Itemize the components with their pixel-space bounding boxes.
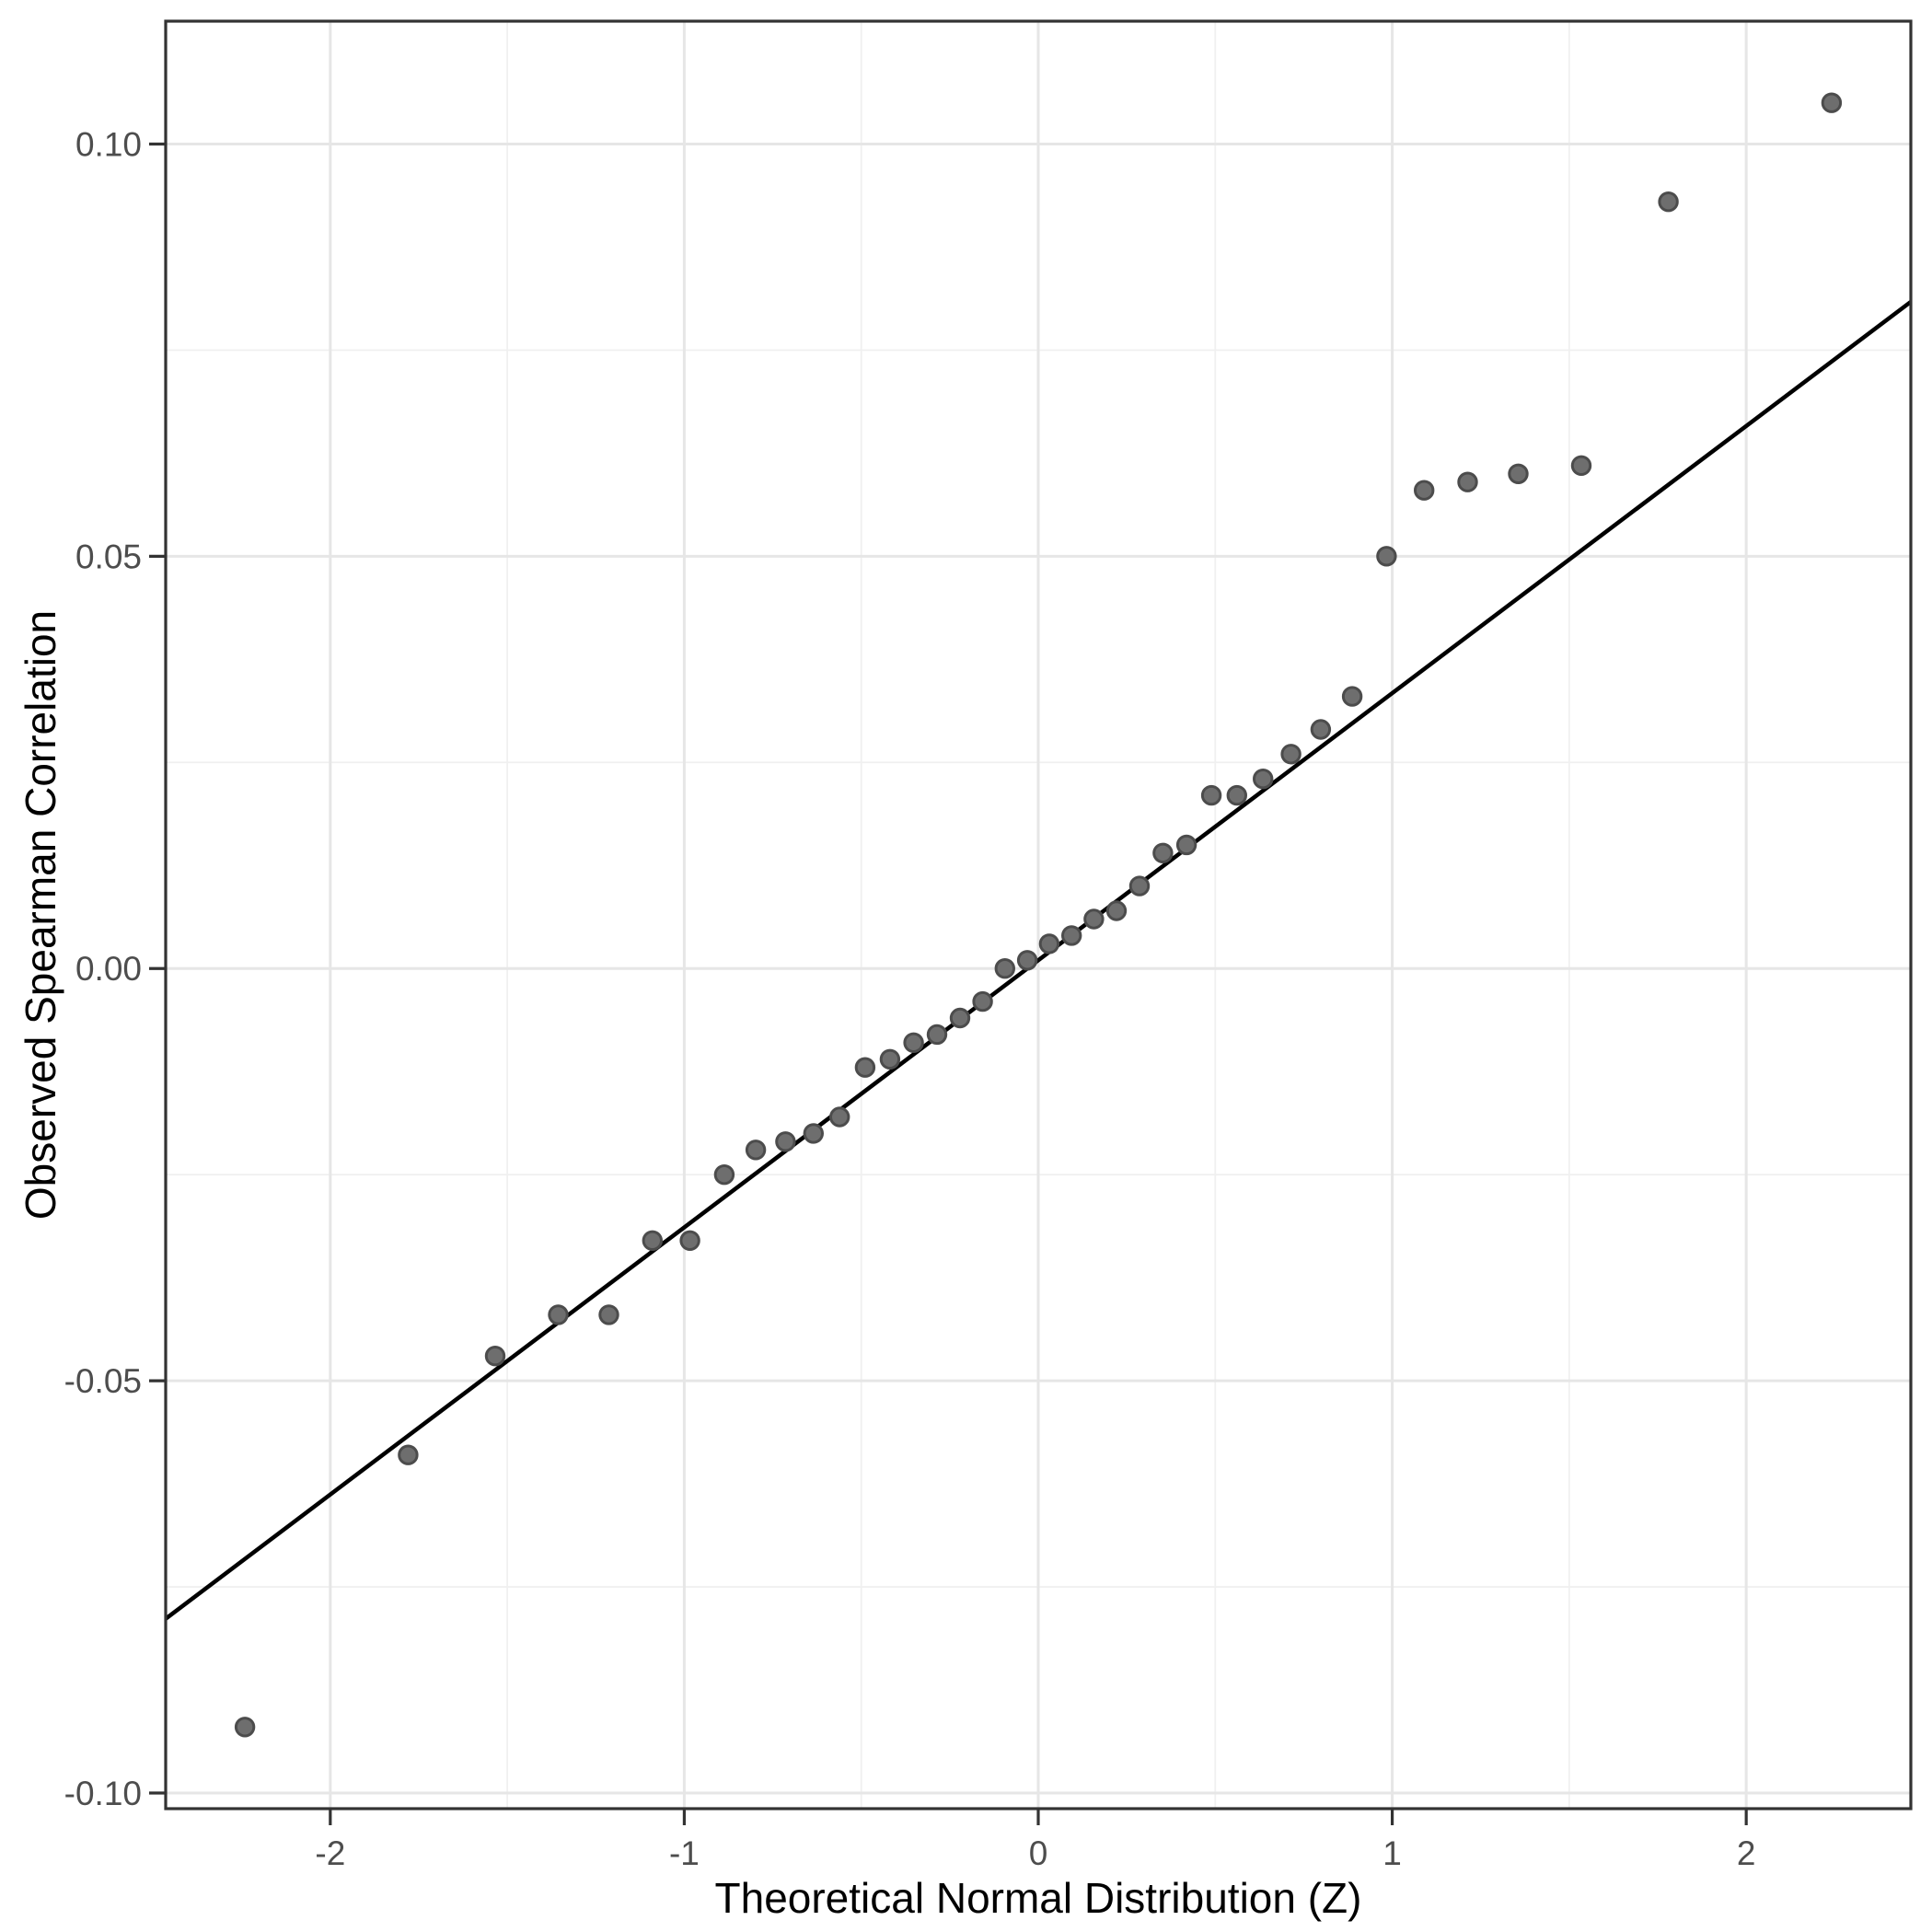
data-point — [1016, 950, 1038, 971]
data-point — [1253, 769, 1274, 790]
data-point — [713, 1164, 735, 1186]
x-tick-label: 2 — [1737, 1834, 1756, 1872]
data-point — [1414, 480, 1435, 501]
data-point — [903, 1032, 924, 1054]
x-tick-label: 1 — [1382, 1834, 1402, 1872]
y-tick-label: -0.10 — [64, 1775, 142, 1812]
data-point — [775, 1131, 796, 1152]
data-point — [1061, 925, 1082, 946]
data-point — [1821, 92, 1843, 113]
data-point — [949, 1007, 971, 1029]
data-point — [1280, 744, 1301, 765]
data-point — [598, 1304, 619, 1325]
data-point — [745, 1140, 767, 1161]
data-point — [679, 1230, 700, 1252]
data-point — [1658, 191, 1679, 213]
data-point — [1128, 875, 1151, 897]
data-point — [1508, 463, 1529, 484]
data-point — [926, 1024, 948, 1046]
data-point — [642, 1230, 663, 1252]
data-point — [1226, 784, 1248, 806]
x-tick-label: -1 — [669, 1834, 700, 1872]
data-point — [234, 1717, 256, 1738]
y-tick-label: -0.05 — [64, 1362, 142, 1400]
data-point — [829, 1106, 850, 1128]
data-point — [484, 1346, 506, 1367]
x-tick-label: 0 — [1029, 1834, 1048, 1872]
data-point — [972, 990, 993, 1012]
y-tick-label: 0.10 — [75, 125, 142, 163]
data-point — [1310, 719, 1332, 740]
y-tick-label: 0.00 — [75, 950, 142, 988]
data-point — [1341, 686, 1363, 707]
data-point — [1457, 471, 1478, 492]
data-point — [1083, 908, 1105, 930]
data-point — [854, 1057, 876, 1078]
data-point — [994, 958, 1016, 979]
x-axis-title: Theoretical Normal Distribution (Z) — [715, 1874, 1362, 1922]
data-point — [1105, 900, 1128, 921]
data-point — [1200, 784, 1222, 806]
y-tick-label: 0.05 — [75, 538, 142, 575]
plot-panel: -2 -1 0 1 2 0.10 0.05 0.00 -0.05 -0.10 — [64, 19, 1913, 1872]
data-point — [1376, 546, 1397, 567]
data-point — [398, 1444, 419, 1465]
data-point — [879, 1048, 901, 1070]
data-point — [1038, 933, 1060, 954]
data-point — [548, 1304, 569, 1325]
data-point — [803, 1123, 824, 1144]
data-point — [1175, 834, 1197, 856]
data-point — [1152, 842, 1174, 863]
data-point — [1570, 455, 1592, 476]
y-axis-title: Observed Spearman Correlation — [17, 610, 64, 1220]
x-tick-label: -2 — [315, 1834, 345, 1872]
reference-line — [164, 300, 1913, 1621]
